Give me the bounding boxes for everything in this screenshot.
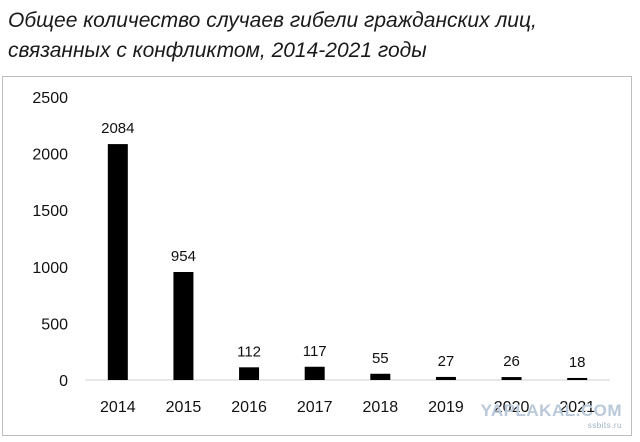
bar-2020 (501, 377, 522, 380)
x-tick-label-2020: 2020 (494, 399, 530, 416)
data-label-2018: 55 (372, 350, 389, 367)
data-label-2021: 18 (569, 354, 586, 371)
data-label-2017: 117 (303, 343, 327, 360)
x-tick-label-2017: 2017 (297, 399, 333, 416)
data-label-2015: 954 (171, 248, 196, 265)
x-tick-label-2018: 2018 (363, 399, 399, 416)
x-tick-label-2019: 2019 (428, 399, 464, 416)
y-tick-label-1: 500 (41, 316, 68, 333)
data-label-2014: 2084 (101, 120, 134, 137)
watermark-subtext: ssbits.ru (587, 421, 622, 430)
chart-title: Общее количество случаев гибели гражданс… (8, 6, 632, 66)
data-label-2016: 112 (237, 343, 261, 360)
watermark-logo: YAPLAKAL.COM ssbits.ru (481, 401, 622, 430)
x-tick-label-2015: 2015 (166, 399, 202, 416)
y-tick-label-4: 2000 (32, 147, 68, 164)
chart-title-line-2: связанных с конфликтом, 2014-2021 годы (8, 39, 427, 62)
x-tick-label-2021: 2021 (559, 399, 595, 416)
data-label-2020: 26 (503, 353, 520, 370)
x-tick-label-2014: 2014 (100, 399, 136, 416)
bar-2021 (567, 377, 588, 380)
bar-2019 (435, 376, 456, 380)
bar-2016 (239, 367, 260, 380)
bar-2014 (107, 144, 128, 380)
y-tick-label-3: 1500 (32, 203, 68, 220)
bar-2018 (370, 373, 391, 380)
bar-2017 (304, 366, 325, 380)
y-tick-label-5: 2500 (32, 90, 68, 107)
x-tick-label-2016: 2016 (231, 399, 267, 416)
data-label-2019: 27 (438, 353, 455, 370)
y-tick-label-2: 1000 (32, 260, 68, 277)
y-tick-label-0: 0 (59, 373, 68, 390)
chart-title-line-1: Общее количество случаев гибели гражданс… (8, 9, 537, 32)
chart-frame (2, 76, 632, 436)
bar-2015 (173, 272, 194, 380)
watermark-text: YAPLAKAL.COM (480, 401, 622, 420)
